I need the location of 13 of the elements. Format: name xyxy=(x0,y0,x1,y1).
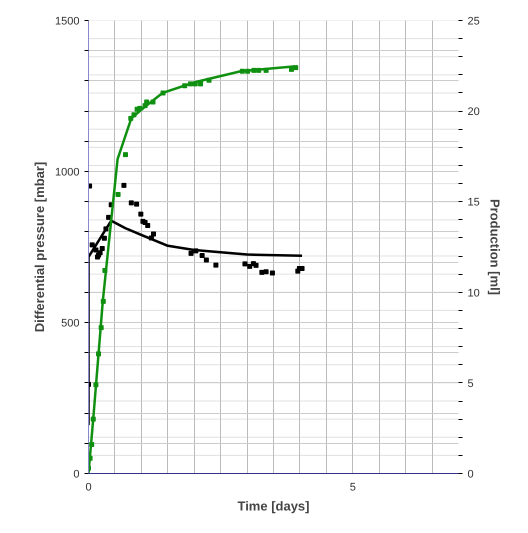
y2-axis-title: Production [ml] xyxy=(488,198,503,296)
y2-tick-label: 10 xyxy=(468,287,480,300)
y-tick-label: 500 xyxy=(61,318,80,330)
y-tick-label: 1000 xyxy=(55,166,80,178)
y-axis-title: Differential pressure [mbar] xyxy=(32,162,48,332)
y2-tick-label: 5 xyxy=(468,378,474,390)
y-tick-label: 0 xyxy=(73,468,80,480)
y2-tick-label: 20 xyxy=(468,106,480,118)
y-tick-label: 1500 xyxy=(55,16,80,28)
y2-tick-label: 0 xyxy=(468,468,474,480)
y2-tick-label: 15 xyxy=(468,196,480,209)
y2-tick-label: 25 xyxy=(468,16,480,28)
x-axis-title: Time [days] xyxy=(237,498,310,514)
